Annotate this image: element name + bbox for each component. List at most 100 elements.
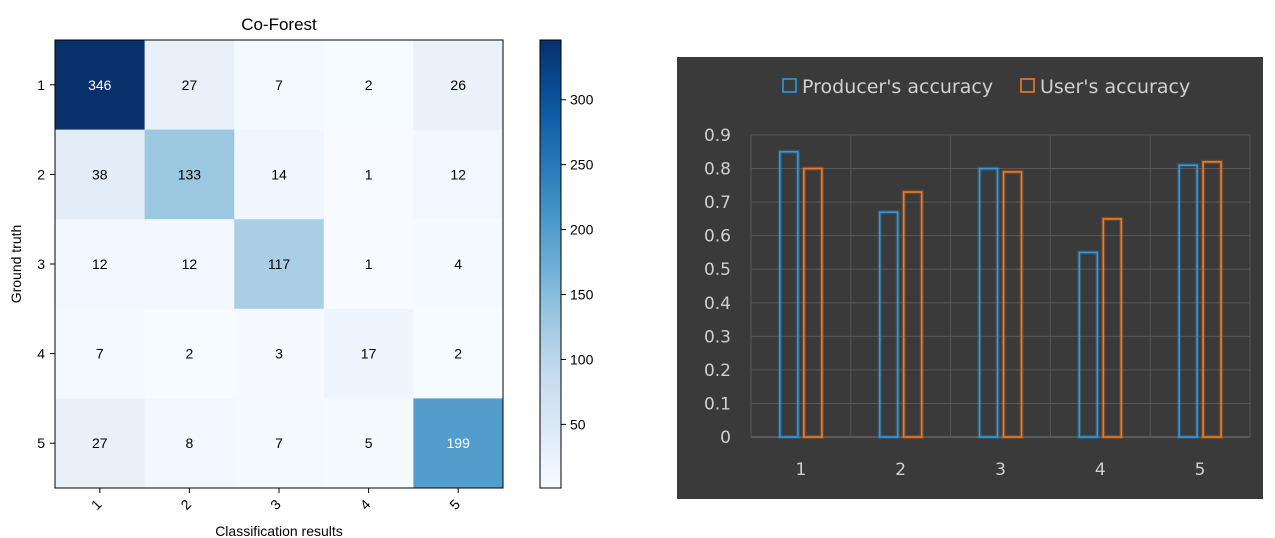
bar <box>779 150 799 438</box>
heatmap-x-tick-label: 1 <box>88 496 105 513</box>
bar <box>902 191 923 438</box>
heatmap-cell <box>55 219 146 310</box>
heatmap-cell <box>234 129 325 220</box>
heatmap-y-tick-label: 4 <box>37 346 45 362</box>
heatmap-y-tick-label: 3 <box>37 256 45 272</box>
colorbar-tick-label: 50 <box>570 416 586 432</box>
bar-chart-legend: Producer's accuracy User's accuracy <box>782 76 1190 98</box>
colorbar-tick-label: 200 <box>570 222 594 238</box>
heatmap-cell-label: 5 <box>365 435 373 451</box>
heatmap-cell <box>234 308 325 399</box>
heatmap-cell-label: 4 <box>454 256 462 272</box>
bar-chart-y-tick-label: 0 <box>720 428 731 448</box>
heatmap-x-tick-label: 3 <box>267 496 284 513</box>
heatmap-cell-label: 133 <box>178 166 202 182</box>
legend-swatch <box>1020 78 1035 93</box>
heatmap-cell-label: 346 <box>88 77 112 93</box>
bar-chart-y-tick-label: 0.7 <box>704 193 731 213</box>
heatmap-cell <box>234 40 325 131</box>
colorbar-tick-label: 150 <box>570 287 594 303</box>
heatmap-cell-label: 7 <box>96 346 104 362</box>
bar-chart-x-tick-label: 4 <box>1095 460 1106 480</box>
heatmap-cell <box>55 398 146 489</box>
heatmap-cell <box>323 308 414 399</box>
bar-glow <box>877 210 900 439</box>
bar-chart-axes: 0 0.1 0.2 0.3 0.4 0.5 0.6 0.7 0.8 0.9 1 2 3 4 5 <box>704 126 1206 480</box>
bar-glow <box>1001 169 1024 440</box>
heatmap-x-axis-label: Classification results <box>215 523 343 538</box>
heatmap-cell-label: 12 <box>92 256 108 272</box>
heatmap-cell <box>234 398 325 489</box>
bar-glow <box>1077 250 1100 439</box>
heatmap-cell-label: 117 <box>268 256 291 272</box>
heatmap-cell-label: 2 <box>365 77 373 93</box>
bar-glow <box>1101 216 1124 439</box>
heatmap-cell <box>323 219 414 310</box>
heatmap-cell <box>413 40 504 131</box>
heatmap-cell-label: 1 <box>365 166 373 182</box>
bar-chart-x-tick-label: 5 <box>1195 460 1206 480</box>
bar-glow <box>977 166 1000 440</box>
heatmap-cell-label: 14 <box>271 166 287 182</box>
bar-chart-x-tick-label: 3 <box>995 460 1006 480</box>
bar-chart-background <box>677 57 1263 499</box>
bar-glow <box>1201 159 1224 439</box>
colorbar-gradient <box>539 39 562 489</box>
colorbar: 50 100 150 200 250 300 <box>539 39 594 489</box>
bar <box>878 211 899 438</box>
bar-glow <box>901 190 924 439</box>
heatmap-cell <box>144 129 235 220</box>
bar-chart-y-tick-label: 0.8 <box>704 160 731 180</box>
heatmap-y-tick-label: 5 <box>37 435 45 451</box>
bar-glow <box>777 149 800 439</box>
heatmap-cell-label: 8 <box>186 435 194 451</box>
heatmap-y-axis-label: Ground truth <box>8 225 24 304</box>
legend-swatch <box>782 78 797 93</box>
heatmap-cell-label: 7 <box>275 77 283 93</box>
colorbar-tick-label: 100 <box>570 351 594 367</box>
bar-chart-y-tick-label: 0.3 <box>704 327 731 347</box>
bar-chart-y-tick-label: 0.4 <box>704 294 731 314</box>
heatmap-cell <box>144 398 235 489</box>
colorbar-tick-label: 250 <box>570 157 594 173</box>
heatmap-cell-label: 2 <box>454 346 462 362</box>
heatmap-cell <box>144 40 235 131</box>
legend-label: User's accuracy <box>1040 76 1190 98</box>
heatmap-y-tick-label: 1 <box>37 77 45 93</box>
bar-chart-y-tick-label: 0.1 <box>704 394 731 414</box>
heatmap-cell <box>413 398 504 489</box>
bar-chart-y-tick-label: 0.9 <box>704 126 731 146</box>
heatmap-x-tick-label: 4 <box>357 496 374 513</box>
heatmap-cell <box>55 308 146 399</box>
heatmap-cell <box>323 40 414 131</box>
heatmap-cell-label: 2 <box>186 346 194 362</box>
bar-chart-y-tick-label: 0.2 <box>704 361 731 381</box>
bar <box>1102 218 1123 438</box>
bar-glow <box>801 166 824 440</box>
bar <box>803 167 823 438</box>
heatmap-cell-label: 7 <box>275 435 283 451</box>
heatmap-cell-label: 12 <box>182 256 198 272</box>
heatmap-cell <box>55 129 146 220</box>
heatmap-cell <box>234 219 325 310</box>
bar <box>1002 171 1023 438</box>
heatmap-cell-label: 27 <box>182 77 198 93</box>
bar-glow <box>1177 163 1200 439</box>
bar <box>978 167 999 438</box>
heatmap-cell <box>413 219 504 310</box>
heatmap-cell-label: 27 <box>92 435 108 451</box>
bar-chart-x-tick-label: 1 <box>795 460 806 480</box>
bar-chart-gridlines <box>750 134 1251 438</box>
heatmap-cell <box>144 308 235 399</box>
bar-chart-x-tick-label: 2 <box>895 460 906 480</box>
colorbar-tick-label: 300 <box>570 92 594 108</box>
heatmap-cell-label: 38 <box>92 166 108 182</box>
legend-label: Producer's accuracy <box>802 76 993 98</box>
bar-chart-bars <box>777 149 1224 440</box>
heatmap-cell-label: 12 <box>450 166 466 182</box>
heatmap-cell <box>144 219 235 310</box>
heatmap-x-tick-label: 5 <box>446 496 463 513</box>
heatmap-cell-label: 26 <box>450 77 466 93</box>
